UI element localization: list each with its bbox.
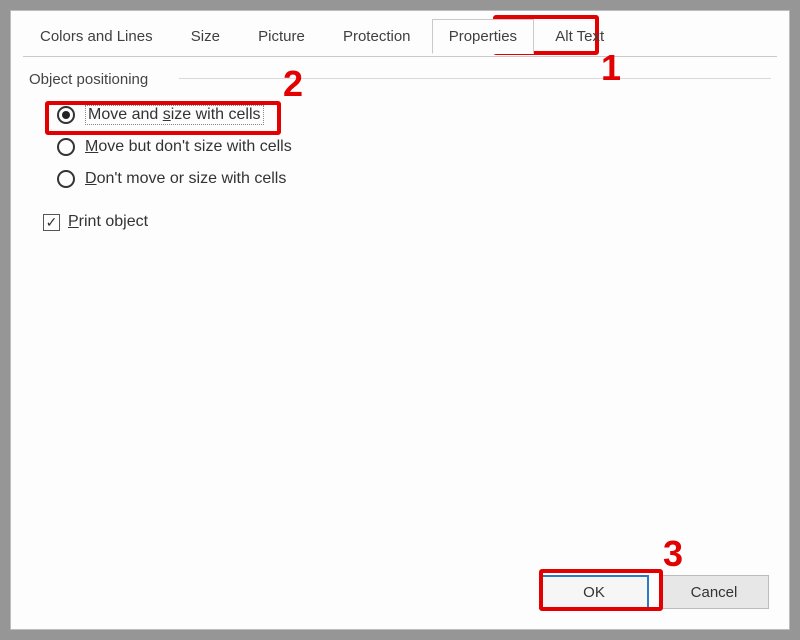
radio-accelerator: M bbox=[85, 138, 98, 155]
tab-size[interactable]: Size bbox=[174, 19, 237, 54]
properties-panel: Object positioning Move and size with ce… bbox=[29, 71, 771, 559]
ok-button[interactable]: OK bbox=[539, 575, 649, 609]
radio-label-tail: ove but don't size with cells bbox=[98, 138, 291, 155]
checkbox-icon bbox=[43, 214, 60, 231]
radio-label: Move and bbox=[88, 106, 163, 123]
format-dialog: Colors and Lines Size Picture Protection… bbox=[10, 10, 790, 630]
tab-picture[interactable]: Picture bbox=[241, 19, 322, 54]
tab-protection[interactable]: Protection bbox=[326, 19, 428, 54]
radio-indicator-icon bbox=[57, 106, 75, 124]
print-object-checkbox[interactable]: Print object bbox=[43, 213, 771, 231]
radio-indicator-icon bbox=[57, 170, 75, 188]
radio-dont-move[interactable]: Don't move or size with cells bbox=[57, 163, 771, 195]
radio-label-tail: ize with cells bbox=[171, 106, 261, 123]
radio-move-and-size[interactable]: Move and size with cells bbox=[57, 99, 771, 131]
radio-label-tail: on't move or size with cells bbox=[97, 170, 287, 187]
tab-alt-text[interactable]: Alt Text bbox=[538, 19, 621, 54]
radio-accelerator: D bbox=[85, 170, 97, 187]
outer-frame: Colors and Lines Size Picture Protection… bbox=[0, 0, 800, 640]
tab-colors-lines[interactable]: Colors and Lines bbox=[23, 19, 170, 54]
cancel-button[interactable]: Cancel bbox=[659, 575, 769, 609]
object-positioning-radios: Move and size with cells Move but don't … bbox=[57, 99, 771, 195]
checkbox-accelerator: P bbox=[68, 213, 79, 230]
tab-underline bbox=[23, 56, 777, 57]
tab-properties[interactable]: Properties bbox=[432, 19, 534, 54]
checkbox-label-tail: rint object bbox=[79, 213, 148, 230]
group-label: Object positioning bbox=[29, 71, 154, 88]
radio-accelerator: s bbox=[163, 106, 171, 123]
group-divider bbox=[179, 78, 771, 79]
radio-move-no-size[interactable]: Move but don't size with cells bbox=[57, 131, 771, 163]
radio-indicator-icon bbox=[57, 138, 75, 156]
tab-row: Colors and Lines Size Picture Protection… bbox=[23, 19, 777, 63]
dialog-button-bar: OK Cancel bbox=[539, 575, 769, 609]
